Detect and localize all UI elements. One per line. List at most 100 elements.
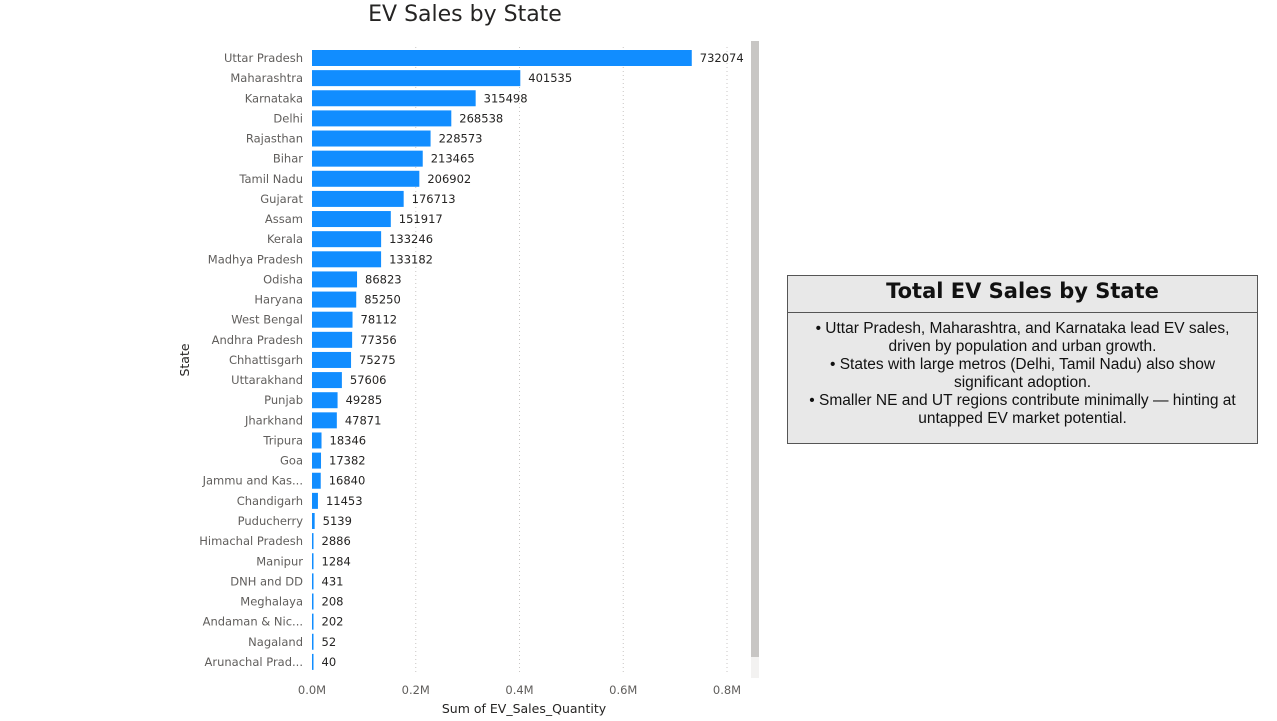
x-tick-label: 0.8M	[713, 683, 741, 697]
category-label: Madhya Pradesh	[208, 252, 303, 266]
summary-card: Total EV Sales by State • Uttar Pradesh,…	[787, 275, 1258, 444]
data-label: 228573	[439, 132, 483, 146]
data-label: 52	[322, 635, 337, 649]
data-label: 16840	[329, 474, 366, 488]
summary-line: • Smaller NE and UT regions contribute m…	[809, 392, 1236, 409]
data-label: 11453	[326, 494, 363, 508]
data-label: 2886	[322, 534, 351, 548]
bar-chart[interactable]: Uttar Pradesh Maharashtra Karnataka Delhi Ra…	[0, 0, 760, 721]
category-label: Chandigarh	[237, 494, 303, 508]
category-label: Jharkhand	[244, 413, 303, 427]
summary-title: Total EV Sales by State	[788, 276, 1257, 313]
data-label: 133182	[389, 252, 433, 266]
data-label: 206902	[427, 172, 471, 186]
category-label: Jammu and Kas...	[202, 474, 303, 488]
bar[interactable]	[312, 472, 321, 489]
data-label: 176713	[412, 192, 456, 206]
bar[interactable]	[312, 351, 352, 368]
chart-title: EV Sales by State	[368, 2, 562, 27]
data-label: 78112	[361, 313, 398, 327]
bar[interactable]	[312, 452, 322, 469]
bar[interactable]	[312, 90, 476, 107]
data-label: 47871	[345, 413, 382, 427]
category-label: Maharashtra	[230, 71, 303, 85]
bar[interactable]	[312, 633, 314, 650]
data-label: 213465	[431, 152, 475, 166]
category-label: West Bengal	[231, 313, 303, 327]
summary-line: significant adoption.	[953, 374, 1091, 391]
category-label: Meghalaya	[240, 595, 303, 609]
x-tick-label: 0.2M	[402, 683, 430, 697]
bar[interactable]	[312, 432, 322, 449]
bar[interactable]	[312, 492, 318, 509]
category-label: Puducherry	[238, 514, 304, 528]
category-label: Kerala	[267, 232, 303, 246]
data-label: 75275	[359, 353, 396, 367]
data-label: 86823	[365, 272, 402, 286]
category-label: Andhra Pradesh	[212, 333, 303, 347]
bar[interactable]	[312, 211, 391, 228]
bar[interactable]	[312, 573, 314, 590]
data-label: 208	[322, 595, 344, 609]
category-label: Manipur	[256, 554, 303, 568]
x-axis-ticks: 0.0M 0.2M 0.4M 0.6M 0.8M	[298, 683, 741, 697]
data-label: 732074	[700, 51, 744, 65]
bar[interactable]	[312, 110, 452, 127]
bar[interactable]	[312, 291, 357, 308]
bar[interactable]	[312, 392, 338, 409]
category-label: Goa	[280, 454, 303, 468]
category-label: Karnataka	[245, 91, 303, 105]
bar[interactable]	[312, 170, 420, 187]
bar[interactable]	[312, 553, 314, 570]
y-axis-title: State	[177, 343, 192, 376]
bar[interactable]	[312, 271, 358, 288]
category-label: Delhi	[273, 111, 303, 125]
data-label: 202	[322, 615, 344, 629]
bar[interactable]	[312, 372, 342, 389]
x-tick-label: 0.4M	[505, 683, 533, 697]
category-label: Odisha	[263, 272, 303, 286]
category-label: Himachal Pradesh	[199, 534, 303, 548]
bar[interactable]	[312, 251, 382, 268]
summary-line: untapped EV market potential.	[918, 410, 1127, 427]
bar[interactable]	[312, 653, 314, 670]
category-label: Uttar Pradesh	[224, 51, 303, 65]
data-label: 151917	[399, 212, 443, 226]
data-label: 5139	[323, 514, 352, 528]
category-label: Tamil Nadu	[238, 172, 303, 186]
bar[interactable]	[312, 70, 521, 87]
bar[interactable]	[312, 311, 353, 328]
summary-line: driven by population and urban growth.	[888, 338, 1157, 355]
chart-scrollbar-thumb[interactable]	[751, 41, 759, 657]
data-label: 77356	[360, 333, 397, 347]
bar[interactable]	[312, 231, 382, 248]
bar[interactable]	[312, 533, 314, 550]
x-tick-label: 0.0M	[298, 683, 326, 697]
data-label: 17382	[329, 454, 366, 468]
bar[interactable]	[312, 331, 353, 348]
category-label: Assam	[265, 212, 303, 226]
bar[interactable]	[312, 50, 692, 66]
category-label: Rajasthan	[246, 132, 303, 146]
bar[interactable]	[312, 613, 314, 630]
category-labels: Uttar Pradesh Maharashtra Karnataka Delhi Ra…	[199, 51, 303, 669]
summary-line: • States with large metros (Delhi, Tamil…	[829, 356, 1216, 373]
category-label: Gujarat	[260, 192, 303, 206]
summary-line: • Uttar Pradesh, Maharashtra, and Karnat…	[815, 320, 1230, 337]
data-label: 85250	[364, 293, 401, 307]
category-label: Punjab	[264, 393, 303, 407]
category-label: Tripura	[262, 433, 303, 447]
bar[interactable]	[312, 190, 404, 207]
x-axis-title: Sum of EV_Sales_Quantity	[442, 701, 607, 716]
data-label: 431	[322, 574, 344, 588]
category-label: Haryana	[254, 293, 303, 307]
bar[interactable]	[312, 593, 314, 610]
summary-body: • Uttar Pradesh, Maharashtra, and Karnat…	[788, 313, 1257, 428]
bar[interactable]	[312, 412, 337, 429]
bars[interactable]	[312, 50, 692, 670]
bar[interactable]	[312, 130, 431, 147]
bar[interactable]	[312, 150, 423, 167]
bar[interactable]	[312, 512, 315, 529]
data-label: 1284	[322, 554, 351, 568]
